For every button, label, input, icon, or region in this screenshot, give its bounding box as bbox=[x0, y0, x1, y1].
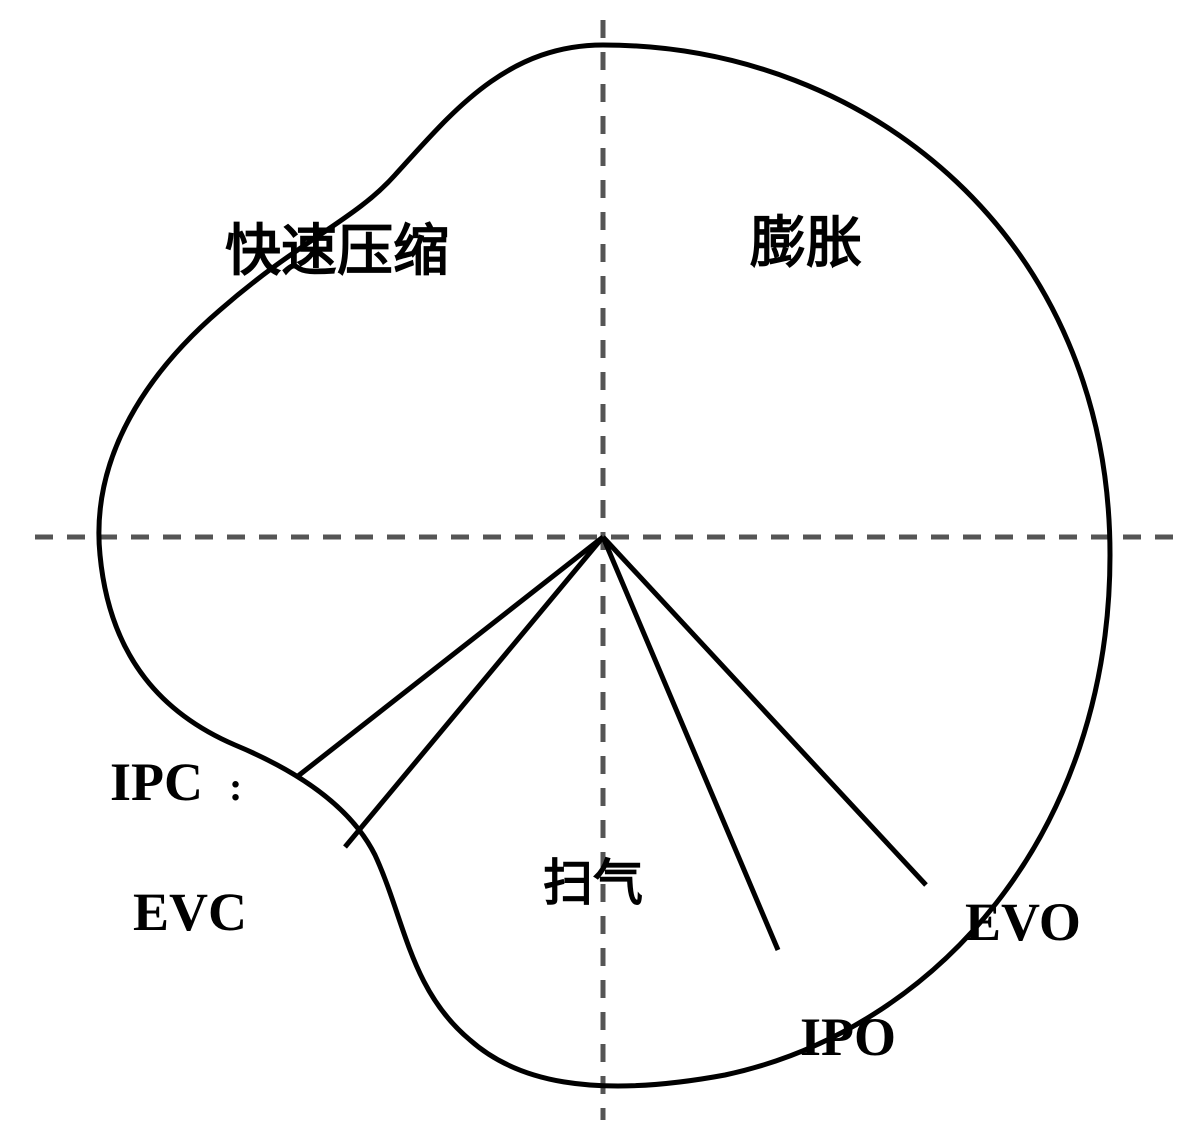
label-scavenge: 扫气 bbox=[543, 855, 643, 911]
label-ipc: IPC bbox=[110, 752, 203, 812]
label-ipo: IPO bbox=[800, 1007, 896, 1067]
label-ipc-colon: : bbox=[229, 764, 242, 809]
evc-line bbox=[345, 537, 603, 847]
label-expand: 膨胀 bbox=[750, 213, 862, 275]
timing-diagram: 快速压缩 膨胀 扫气 IPC : EVC EVO IPO bbox=[0, 0, 1190, 1130]
label-evo: EVO bbox=[965, 892, 1081, 952]
label-evc: EVC bbox=[133, 882, 247, 942]
ipc-line bbox=[298, 537, 603, 776]
label-compress: 快速压缩 bbox=[225, 221, 449, 283]
evo-line bbox=[603, 537, 926, 885]
